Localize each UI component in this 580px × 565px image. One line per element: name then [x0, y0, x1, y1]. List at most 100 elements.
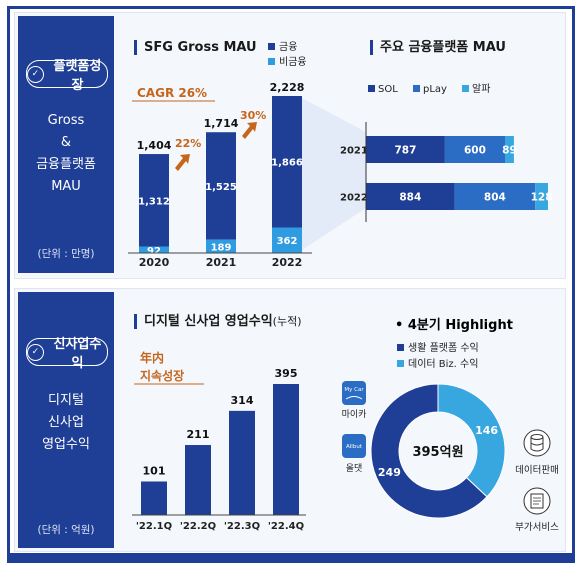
unit-label: (단위 : 만명)	[37, 248, 95, 260]
note-line2: 지속성장	[140, 368, 184, 383]
donut-slice	[370, 383, 488, 519]
database-icon	[523, 429, 551, 457]
data-label: 395	[275, 367, 298, 380]
revenue-bar	[273, 384, 299, 515]
data-label: 101	[143, 465, 166, 478]
legend-swatch	[368, 85, 375, 92]
data-label: 314	[231, 394, 254, 407]
revenue-title-note: (누적)	[272, 315, 302, 328]
legend-swatch	[413, 85, 420, 92]
total-label: 1,404	[137, 139, 172, 152]
data-label: 787	[394, 145, 416, 157]
total-label: 1,714	[204, 117, 239, 130]
row-label: 2021	[340, 146, 368, 157]
bar-nonfinance	[139, 246, 169, 253]
document-icon-page	[530, 493, 544, 509]
revenue-bar	[141, 481, 167, 515]
data-label: 211	[187, 428, 210, 441]
data-label: 362	[277, 236, 298, 247]
legend-swatch	[268, 43, 275, 50]
data-label: 600	[464, 145, 486, 157]
data-label: 92	[147, 246, 161, 257]
growth-arrow-icon	[242, 122, 257, 139]
connector-wedge	[302, 98, 366, 250]
tick-label: 2022	[272, 256, 303, 269]
segment-bar	[444, 136, 506, 163]
note-line1: 年内	[140, 350, 164, 365]
segment-bar	[505, 136, 514, 163]
revenue-chart-title: 디지털 신사업 영업수익(누적)	[134, 314, 301, 329]
unit-label: (단위 : 억원)	[37, 524, 95, 536]
bar-finance	[206, 132, 236, 240]
data-label: 1,525	[205, 182, 237, 193]
sub-line: &	[60, 135, 72, 150]
row-label: 2022	[340, 193, 368, 204]
segment-bar	[535, 183, 548, 210]
legend-label: pLay	[423, 84, 447, 95]
extra-service-label: 부가서비스	[515, 522, 559, 533]
segment-bar	[366, 136, 445, 163]
legend-label: 데이터 Biz. 수익	[408, 358, 478, 370]
platform-growth-title: 플랫폼성장	[53, 59, 102, 93]
legend-label: 생활 플랫폼 수익	[408, 341, 479, 354]
bottom-bar	[7, 553, 575, 563]
mycar-logo-text: My Car	[344, 387, 364, 393]
check-icon: ✓	[27, 343, 44, 361]
sub-line: 디지털	[48, 393, 84, 408]
legend-label: SOL	[378, 84, 398, 95]
database-icon-body	[530, 437, 544, 452]
mycar-app-icon	[342, 381, 366, 405]
new-business-pill: ✓ 신사업수익	[26, 337, 108, 371]
data-label: 146	[475, 424, 498, 437]
data-label: 249	[378, 466, 401, 479]
sub-line: MAU	[51, 179, 81, 194]
new-business-subtitle: 디지털 신사업 영업수익	[18, 390, 114, 456]
revenue-bar	[229, 410, 255, 515]
platform-mau-title: 주요 금융플랫폼 MAU	[370, 40, 506, 55]
data-label: 128	[531, 192, 553, 204]
mycar-label: 마이카	[342, 409, 367, 420]
bar-nonfinance	[206, 239, 236, 253]
data-label: 189	[211, 242, 232, 253]
cagr-label: CAGR 26%	[137, 86, 207, 100]
car-icon	[345, 396, 363, 400]
legend-label: 금융	[279, 41, 297, 53]
data-label: 1,312	[138, 196, 170, 207]
data-label: 804	[484, 192, 506, 204]
sub-line: Gross	[47, 113, 85, 128]
bar-finance	[139, 154, 169, 247]
segment-bar	[454, 183, 536, 210]
new-business-title: 신사업수익	[53, 337, 102, 371]
sub-line: 금융플랫폼	[36, 157, 96, 172]
legend-swatch	[268, 58, 275, 65]
bar-finance	[272, 96, 302, 228]
platform-growth-pill: ✓ 플랫폼성장	[26, 59, 108, 93]
donut-slice	[437, 383, 506, 498]
data-label: 1,866	[271, 158, 303, 169]
legend-swatch	[397, 360, 404, 367]
sub-line: 영업수익	[42, 437, 90, 452]
tick-label: '22.3Q	[224, 521, 260, 532]
growth-label: 30%	[240, 109, 266, 122]
document-icon-lines	[533, 497, 541, 505]
tick-label: '22.4Q	[268, 521, 304, 532]
mau-chart-title: SFG Gross MAU	[134, 40, 257, 55]
sidebar-new-business: ✓ 신사업수익 디지털 신사업 영업수익 (단위 : 억원)	[18, 292, 114, 548]
platform-growth-subtitle: Gross & 금융플랫폼 MAU	[18, 110, 114, 198]
allthat-label: 올댓	[346, 463, 363, 474]
allthat-logo-text: Allbut	[346, 444, 363, 450]
data-label: 884	[399, 192, 421, 204]
highlight-title: • 4분기 Highlight	[395, 318, 513, 333]
tick-label: '22.1Q	[136, 521, 172, 532]
tick-label: 2020	[139, 256, 170, 269]
growth-label: 22%	[175, 137, 201, 150]
sub-line: 신사업	[48, 415, 84, 430]
total-label: 2,228	[270, 81, 305, 94]
bar-nonfinance	[272, 227, 302, 253]
legend-swatch	[462, 85, 469, 92]
legend-label: 알파	[472, 83, 490, 95]
check-icon: ✓	[27, 65, 44, 83]
revenue-bar	[185, 445, 211, 515]
legend-label: 비금융	[279, 56, 307, 68]
